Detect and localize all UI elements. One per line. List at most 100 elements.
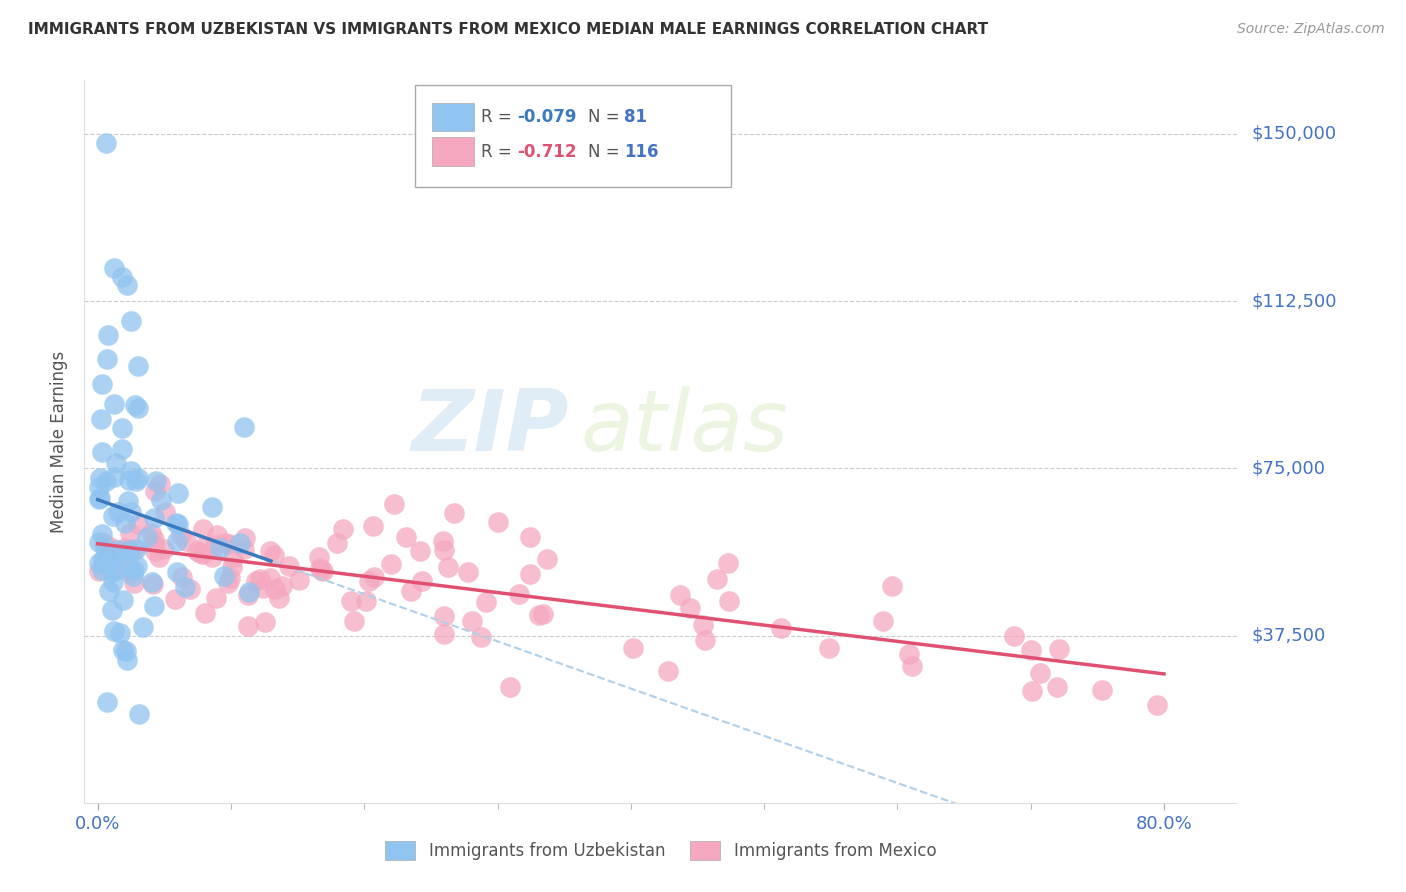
Point	[87, 565, 110, 579]
Point	[93, 536, 115, 550]
Point	[188, 546, 211, 560]
Point	[343, 614, 366, 628]
Point	[120, 505, 142, 519]
Point	[173, 580, 195, 594]
Text: IMMIGRANTS FROM UZBEKISTAN VS IMMIGRANTS FROM MEXICO MEDIAN MALE EARNINGS CORREL: IMMIGRANTS FROM UZBEKISTAN VS IMMIGRANTS…	[28, 22, 988, 37]
Point	[1046, 680, 1069, 694]
Point	[457, 566, 479, 580]
Point	[115, 278, 138, 293]
Point	[693, 632, 716, 647]
Point	[769, 621, 792, 635]
Point	[114, 516, 136, 530]
Point	[89, 471, 111, 485]
Point	[527, 607, 550, 622]
Point	[186, 544, 208, 558]
Point	[118, 543, 141, 558]
Point	[236, 588, 259, 602]
Point	[100, 565, 122, 579]
Point	[179, 582, 201, 596]
Point	[127, 516, 149, 531]
Text: atlas: atlas	[581, 385, 789, 468]
Point	[1028, 666, 1050, 681]
Point	[194, 607, 217, 621]
Point	[152, 541, 174, 556]
Point	[245, 574, 267, 589]
Point	[214, 536, 236, 550]
Point	[433, 542, 456, 557]
Point	[142, 599, 165, 613]
Point	[107, 505, 129, 519]
Point	[1021, 684, 1043, 698]
Point	[380, 557, 402, 571]
Point	[872, 614, 894, 628]
Point	[214, 568, 236, 582]
Point	[142, 532, 165, 546]
Point	[222, 551, 245, 566]
Point	[143, 483, 166, 498]
Point	[111, 421, 134, 435]
Point	[103, 470, 125, 484]
Point	[112, 643, 135, 657]
Point	[204, 538, 226, 552]
Point	[117, 565, 139, 579]
Point	[193, 522, 215, 536]
Point	[356, 594, 378, 608]
Point	[169, 527, 191, 541]
Point	[264, 582, 287, 596]
Point	[519, 567, 541, 582]
Point	[127, 471, 149, 485]
Point	[174, 533, 197, 548]
Point	[1047, 642, 1070, 657]
Point	[470, 630, 492, 644]
Point	[433, 627, 456, 641]
Point	[218, 571, 240, 585]
Point	[114, 541, 136, 555]
Point	[114, 644, 136, 658]
Point	[326, 536, 349, 550]
Point	[1091, 682, 1114, 697]
Point	[461, 614, 484, 628]
Point	[357, 574, 380, 588]
Point	[122, 576, 145, 591]
Point	[312, 565, 335, 579]
Text: Source: ZipAtlas.com: Source: ZipAtlas.com	[1237, 22, 1385, 37]
Point	[145, 475, 167, 489]
Point	[308, 550, 330, 565]
Point	[474, 595, 496, 609]
Point	[141, 525, 163, 540]
Point	[309, 561, 332, 575]
Point	[98, 541, 121, 555]
Point	[536, 552, 558, 566]
Point	[229, 536, 252, 550]
Point	[191, 541, 214, 555]
Point	[128, 706, 150, 721]
Point	[898, 648, 921, 662]
Point	[91, 445, 114, 459]
Point	[118, 526, 141, 541]
Point	[432, 534, 454, 549]
Point	[112, 560, 135, 574]
Point	[97, 327, 120, 342]
Point	[91, 527, 114, 541]
Point	[110, 626, 132, 640]
Point	[120, 314, 142, 328]
Point	[288, 573, 311, 587]
Point	[443, 506, 465, 520]
Point	[125, 558, 148, 573]
Text: R =: R =	[481, 108, 517, 126]
Point	[1146, 698, 1168, 712]
Point	[101, 603, 124, 617]
Point	[218, 537, 240, 551]
Point	[205, 528, 228, 542]
Text: $150,000: $150,000	[1251, 125, 1336, 143]
Point	[499, 680, 522, 694]
Point	[91, 552, 114, 566]
Point	[254, 615, 277, 629]
Text: N =: N =	[588, 108, 624, 126]
Point	[96, 696, 118, 710]
Point	[96, 351, 118, 366]
Point	[132, 620, 155, 634]
Point	[167, 485, 190, 500]
Point	[122, 563, 145, 577]
Point	[87, 480, 110, 494]
